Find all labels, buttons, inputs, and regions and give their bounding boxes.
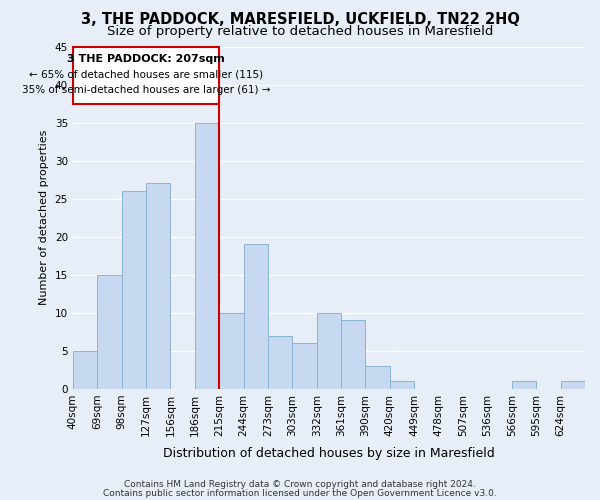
Text: 3 THE PADDOCK: 207sqm: 3 THE PADDOCK: 207sqm	[67, 54, 225, 64]
Bar	[317, 313, 341, 389]
Bar	[560, 382, 585, 389]
Text: 3, THE PADDOCK, MARESFIELD, UCKFIELD, TN22 2HQ: 3, THE PADDOCK, MARESFIELD, UCKFIELD, TN…	[80, 12, 520, 28]
Y-axis label: Number of detached properties: Number of detached properties	[39, 130, 49, 306]
Bar	[512, 382, 536, 389]
Bar	[390, 382, 414, 389]
Bar	[97, 275, 122, 389]
Text: Contains HM Land Registry data © Crown copyright and database right 2024.: Contains HM Land Registry data © Crown c…	[124, 480, 476, 489]
Bar	[292, 343, 317, 389]
Text: 35% of semi-detached houses are larger (61) →: 35% of semi-detached houses are larger (…	[22, 84, 270, 94]
Bar	[219, 313, 244, 389]
Bar	[268, 336, 292, 389]
Bar	[73, 351, 97, 389]
Bar	[244, 244, 268, 389]
Text: ← 65% of detached houses are smaller (115): ← 65% of detached houses are smaller (11…	[29, 70, 263, 80]
Text: Size of property relative to detached houses in Maresfield: Size of property relative to detached ho…	[107, 25, 493, 38]
Bar	[73, 46, 219, 104]
Bar	[195, 122, 219, 389]
Bar	[365, 366, 390, 389]
Bar	[122, 191, 146, 389]
Bar	[341, 320, 365, 389]
Text: Contains public sector information licensed under the Open Government Licence v3: Contains public sector information licen…	[103, 488, 497, 498]
X-axis label: Distribution of detached houses by size in Maresfield: Distribution of detached houses by size …	[163, 447, 495, 460]
Bar	[146, 184, 170, 389]
